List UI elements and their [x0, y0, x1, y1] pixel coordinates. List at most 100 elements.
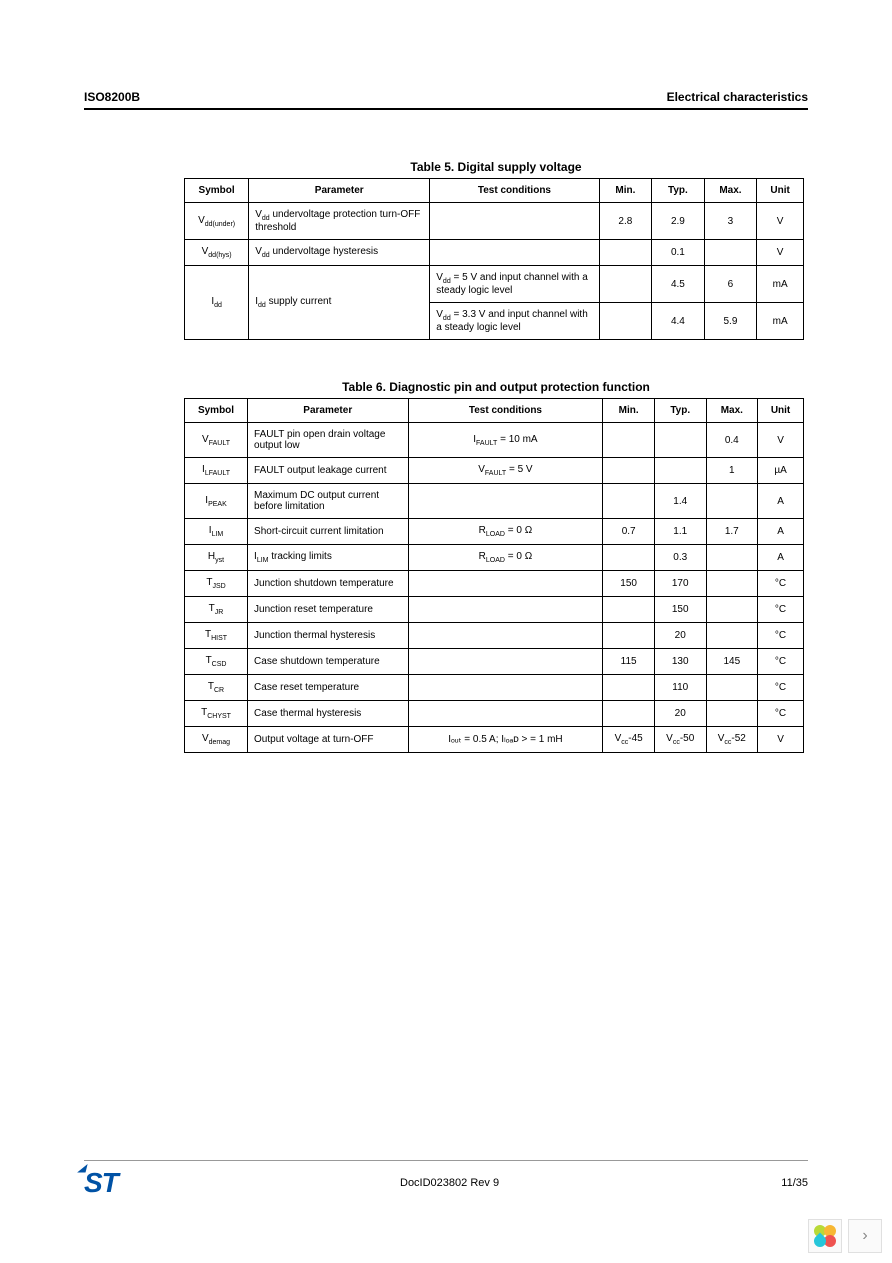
cell-unit: V: [757, 203, 804, 240]
cell-min: [603, 701, 655, 727]
cell-min: 115: [603, 649, 655, 675]
cell-cond: RLOAD = 0 Ω: [408, 519, 603, 545]
cell-param: Vdd undervoltage hysteresis: [249, 240, 430, 266]
table6-caption: Table 6. Diagnostic pin and output prote…: [184, 380, 808, 394]
cell-unit: mA: [757, 303, 804, 340]
col-unit: Unit: [757, 179, 804, 203]
cell-cond: [408, 571, 603, 597]
cell-param: Maximum DC output current before limitat…: [248, 484, 408, 519]
cell-symbol: Vdd(under): [185, 203, 249, 240]
cell-symbol: Hyst: [185, 545, 248, 571]
cell-min: [603, 597, 655, 623]
cell-unit: °C: [758, 571, 804, 597]
cell-unit: °C: [758, 675, 804, 701]
cell-symbol: TCSD: [185, 649, 248, 675]
cell-unit: mA: [757, 266, 804, 303]
cell-typ: 4.4: [652, 303, 705, 340]
cell-symbol: TCR: [185, 675, 248, 701]
cell-typ: [654, 458, 706, 484]
table-row: TCRCase reset temperature110°C: [185, 675, 804, 701]
cell-cond: IFAULT = 10 mA: [408, 423, 603, 458]
cell-typ: 1.1: [654, 519, 706, 545]
cell-cond: [408, 484, 603, 519]
cell-cond: [430, 240, 599, 266]
cell-symbol: IPEAK: [185, 484, 248, 519]
cell-max: [706, 545, 758, 571]
cell-symbol: TJR: [185, 597, 248, 623]
cell-cond: RLOAD = 0 Ω: [408, 545, 603, 571]
table5-caption: Table 5. Digital supply voltage: [184, 160, 808, 174]
table-row: HystILIM tracking limitsRLOAD = 0 Ω0.3A: [185, 545, 804, 571]
next-page-button[interactable]: ›: [848, 1219, 882, 1253]
table-row: ILFAULTFAULT output leakage currentVFAUL…: [185, 458, 804, 484]
cell-max: [704, 240, 757, 266]
table-header-row: Symbol Parameter Test conditions Min. Ty…: [185, 399, 804, 423]
table-row: IPEAKMaximum DC output current before li…: [185, 484, 804, 519]
col-param: Parameter: [249, 179, 430, 203]
cell-max: [706, 623, 758, 649]
cell-cond: [408, 649, 603, 675]
table-row: TCHYSTCase thermal hysteresis20°C: [185, 701, 804, 727]
table-row: Vdd(under) Vdd undervoltage protection t…: [185, 203, 804, 240]
cell-symbol: THIST: [185, 623, 248, 649]
table-row: TJRJunction reset temperature150°C: [185, 597, 804, 623]
cell-typ: 2.9: [652, 203, 705, 240]
cell-param: ILIM tracking limits: [248, 545, 408, 571]
cell-typ: 130: [654, 649, 706, 675]
cell-min: [603, 423, 655, 458]
col-max: Max.: [704, 179, 757, 203]
cell-min: [603, 484, 655, 519]
col-symbol: Symbol: [185, 179, 249, 203]
cell-typ: Vcc-50: [654, 727, 706, 753]
table-row: ILIMShort-circuit current limitationRLOA…: [185, 519, 804, 545]
cell-min: Vcc-45: [603, 727, 655, 753]
cell-typ: 170: [654, 571, 706, 597]
cell-cond: [408, 701, 603, 727]
cell-unit: V: [758, 423, 804, 458]
cell-param: Case reset temperature: [248, 675, 408, 701]
cell-min: [603, 458, 655, 484]
cell-symbol: TCHYST: [185, 701, 248, 727]
table6: Symbol Parameter Test conditions Min. Ty…: [184, 398, 804, 753]
table-row: THISTJunction thermal hysteresis20°C: [185, 623, 804, 649]
cell-unit: A: [758, 545, 804, 571]
cell-min: [603, 675, 655, 701]
cell-min: 0.7: [603, 519, 655, 545]
cell-typ: 4.5: [652, 266, 705, 303]
cell-max: 1: [706, 458, 758, 484]
cell-max: [706, 675, 758, 701]
cell-param: Case shutdown temperature: [248, 649, 408, 675]
cell-symbol: ILFAULT: [185, 458, 248, 484]
cell-cond: Iₒᵤₜ = 0.5 A; Iₗₒₐᴅ > = 1 mH: [408, 727, 603, 753]
col-min: Min.: [599, 179, 652, 203]
cell-unit: A: [758, 519, 804, 545]
cell-max: 145: [706, 649, 758, 675]
cell-symbol: TJSD: [185, 571, 248, 597]
cell-param: FAULT output leakage current: [248, 458, 408, 484]
cell-min: [603, 623, 655, 649]
cell-cond: Vdd = 5 V and input channel with a stead…: [430, 266, 599, 303]
cell-cond: Vdd = 3.3 V and input channel with a ste…: [430, 303, 599, 340]
col-max: Max.: [706, 399, 758, 423]
cell-cond: [408, 597, 603, 623]
table5-block: Table 5. Digital supply voltage Symbol P…: [184, 160, 808, 340]
st-logo-icon: ◢ST: [84, 1167, 118, 1199]
table-row: Vdd(hys) Vdd undervoltage hysteresis 0.1…: [185, 240, 804, 266]
nav-widget: ›: [808, 1219, 882, 1253]
cell-min: [599, 303, 652, 340]
page-footer: ◢ST DocID023802 Rev 9 11/35: [84, 1160, 808, 1199]
col-typ: Typ.: [654, 399, 706, 423]
cell-typ: [654, 423, 706, 458]
cell-param: Junction shutdown temperature: [248, 571, 408, 597]
cell-symbol: VFAULT: [185, 423, 248, 458]
cell-param: Short-circuit current limitation: [248, 519, 408, 545]
page-number: 11/35: [781, 1177, 808, 1189]
cell-max: Vcc-52: [706, 727, 758, 753]
cell-symbol: Vdd(hys): [185, 240, 249, 266]
cell-unit: °C: [758, 701, 804, 727]
cell-min: [599, 240, 652, 266]
cell-param: Junction reset temperature: [248, 597, 408, 623]
cell-unit: A: [758, 484, 804, 519]
app-logo-icon[interactable]: [808, 1219, 842, 1253]
table5: Symbol Parameter Test conditions Min. Ty…: [184, 178, 804, 340]
